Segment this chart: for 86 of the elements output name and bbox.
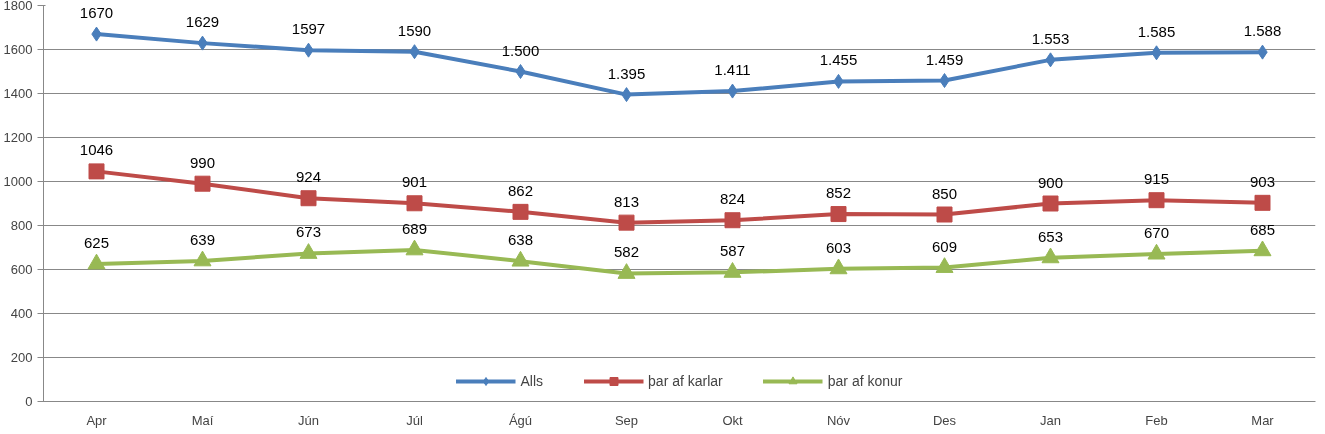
x-tick-label: Okt [722,412,743,428]
point [829,258,848,275]
point [87,253,106,270]
point [830,206,847,223]
point [1041,247,1060,264]
y-tick-label: 200 [10,350,33,365]
x-tick-label: Ágú [508,412,533,428]
data-label: 625 [83,234,110,251]
x-tick-label: Mar [1251,412,1275,428]
data-label: 1670 [79,4,114,22]
data-label: 924 [295,168,322,186]
data-label: 1046 [79,141,114,159]
x-tick-label: Jún [298,412,319,428]
data-label: 1.455 [819,51,858,69]
point [935,257,954,273]
legend-label: þar af konur [827,373,903,389]
x-tick-label: Jan [1040,412,1061,428]
data-label: 1.588 [1243,22,1282,40]
x-tick-label: Nóv [826,412,851,428]
data-label: 653 [1037,227,1064,245]
data-label: 673 [295,223,322,241]
x-tick-label: Sep [614,412,639,428]
x-tick-label: Maí [191,412,214,428]
point [724,212,741,229]
data-label: 1.500 [501,41,540,59]
data-label: 1629 [185,13,220,31]
data-label: 1.553 [1031,29,1070,47]
data-label: 824 [719,190,746,208]
data-label: 1597 [291,20,326,38]
x-tick-label: Júl [406,412,423,428]
data-label: 1.459 [925,50,964,68]
x-tick-label: Apr [86,412,108,428]
y-tick-label: 400 [10,306,33,321]
y-tick-label: 600 [10,262,33,277]
data-label: 900 [1037,173,1064,191]
data-label: 638 [507,231,534,249]
point [618,214,635,231]
point [1253,240,1272,257]
data-label: 990 [189,153,216,171]
point [936,206,953,223]
data-label: 850 [931,184,958,202]
data-label: 1.395 [607,64,646,82]
point [511,250,530,267]
data-label: 587 [719,242,746,260]
data-label: 862 [507,181,534,199]
data-label: 1590 [397,21,432,39]
data-label: 639 [189,230,216,248]
x-tick-label: Des [932,412,957,428]
point [515,64,526,79]
point [88,163,105,180]
data-label: 582 [613,243,640,261]
x-tick-label: Feb [1145,412,1168,428]
data-label: 689 [401,219,428,237]
y-tick-label: 0 [25,394,33,409]
point [194,175,211,192]
y-tick-label: 1600 [3,42,33,57]
data-label: 670 [1143,224,1170,242]
y-tick-label: 1000 [3,174,33,189]
point [193,250,212,267]
point [617,263,636,279]
point [1148,192,1165,209]
point [405,239,424,256]
data-label: 852 [825,184,852,202]
data-label: 1.411 [714,61,751,79]
point [1147,243,1166,260]
point [1042,195,1059,212]
y-tick-label: 1400 [3,86,33,101]
data-label: 685 [1249,220,1276,238]
data-label: 603 [825,238,852,256]
data-label: 609 [931,237,958,255]
point [512,203,529,220]
y-tick-label: 1800 [3,0,33,13]
point [1254,194,1271,211]
data-label: 1.585 [1137,22,1176,40]
data-label: 903 [1249,172,1276,190]
data-label: 901 [401,173,428,191]
legend-label: þar af karlar [648,373,723,389]
point [406,195,423,212]
point [299,243,318,259]
y-tick-label: 1200 [3,130,33,145]
data-label: 915 [1143,170,1170,188]
data-label: 813 [613,192,640,210]
point [300,190,317,207]
legend-label: Alls [520,373,544,389]
point [723,262,742,278]
y-tick-label: 800 [10,218,33,233]
